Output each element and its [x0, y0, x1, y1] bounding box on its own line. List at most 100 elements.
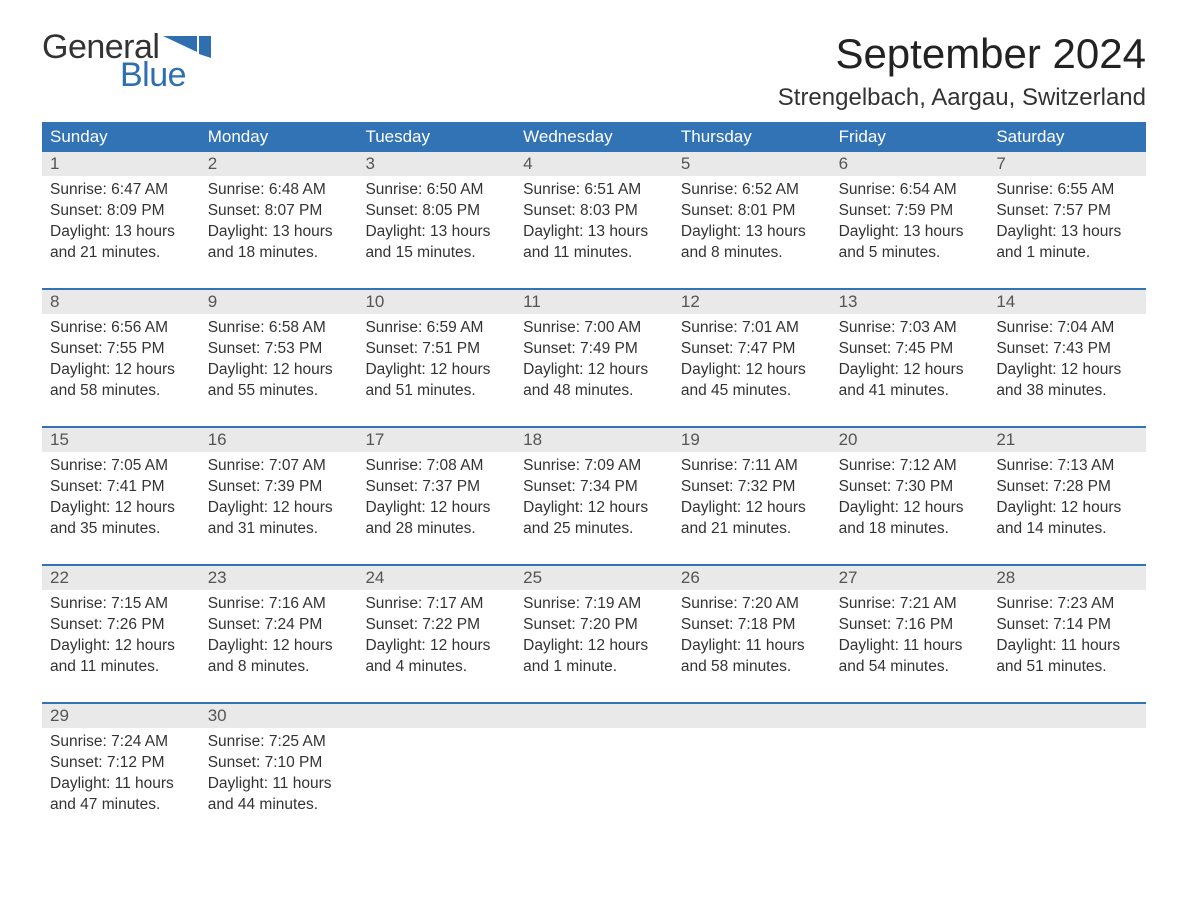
daylight-text: and 4 minutes. — [365, 657, 507, 678]
day-details: Sunrise: 7:04 AMSunset: 7:43 PMDaylight:… — [988, 314, 1146, 410]
weekday-header: Monday — [200, 122, 358, 152]
sunrise-text: Sunrise: 7:03 AM — [839, 318, 981, 339]
calendar-day-cell — [673, 704, 831, 832]
calendar-day-cell: 11 Sunrise: 7:00 AMSunset: 7:49 PMDayligh… — [515, 290, 673, 418]
daylight-text: Daylight: 13 hours — [365, 222, 507, 243]
sunrise-text: Sunrise: 6:55 AM — [996, 180, 1138, 201]
month-title: September 2024 — [778, 30, 1146, 78]
sunset-text: Sunset: 7:47 PM — [681, 339, 823, 360]
brand-line2: Blue — [120, 58, 211, 92]
day-details: Sunrise: 6:52 AMSunset: 8:01 PMDaylight:… — [673, 176, 831, 272]
calendar-day-cell: 28Sunrise: 7:23 AMSunset: 7:14 PMDayligh… — [988, 566, 1146, 694]
daylight-text: and 51 minutes. — [365, 381, 507, 402]
calendar-day-cell: 30Sunrise: 7:25 AMSunset: 7:10 PMDayligh… — [200, 704, 358, 832]
calendar-day-cell — [515, 704, 673, 832]
calendar-day-cell: 5Sunrise: 6:52 AMSunset: 8:01 PMDaylight… — [673, 152, 831, 280]
daylight-text: and 5 minutes. — [839, 243, 981, 264]
day-number: 6 — [831, 152, 989, 176]
day-number — [673, 704, 831, 728]
sunrise-text: Sunrise: 7:04 AM — [996, 318, 1138, 339]
sunset-text: Sunset: 7:32 PM — [681, 477, 823, 498]
sunrise-text: Sunrise: 6:50 AM — [365, 180, 507, 201]
sunset-text: Sunset: 7:45 PM — [839, 339, 981, 360]
calendar-day-cell: 12Sunrise: 7:01 AMSunset: 7:47 PMDayligh… — [673, 290, 831, 418]
sunrise-text: Sunrise: 6:51 AM — [523, 180, 665, 201]
day-number: 30 — [200, 704, 358, 728]
daylight-text: Daylight: 13 hours — [681, 222, 823, 243]
day-number: 25 — [515, 566, 673, 590]
daylight-text: Daylight: 12 hours — [208, 360, 350, 381]
sunset-text: Sunset: 8:07 PM — [208, 201, 350, 222]
daylight-text: and 54 minutes. — [839, 657, 981, 678]
sunrise-text: Sunrise: 7:23 AM — [996, 594, 1138, 615]
daylight-text: and 1 minute. — [996, 243, 1138, 264]
daylight-text: and 35 minutes. — [50, 519, 192, 540]
day-number: 19 — [673, 428, 831, 452]
daylight-text: Daylight: 11 hours — [208, 774, 350, 795]
calendar-day-cell: 3Sunrise: 6:50 AMSunset: 8:05 PMDaylight… — [357, 152, 515, 280]
sunrise-text: Sunrise: 6:47 AM — [50, 180, 192, 201]
brand-logo: General Blue — [42, 30, 211, 92]
day-details: Sunrise: 7:07 AMSunset: 7:39 PMDaylight:… — [200, 452, 358, 548]
day-number: 16 — [200, 428, 358, 452]
day-details — [515, 728, 673, 740]
sunrise-text: Sunrise: 7:11 AM — [681, 456, 823, 477]
sunrise-text: Sunrise: 7:07 AM — [208, 456, 350, 477]
daylight-text: Daylight: 12 hours — [996, 498, 1138, 519]
calendar-day-cell: 14Sunrise: 7:04 AMSunset: 7:43 PMDayligh… — [988, 290, 1146, 418]
sunset-text: Sunset: 8:05 PM — [365, 201, 507, 222]
calendar-day-cell: 13Sunrise: 7:03 AMSunset: 7:45 PMDayligh… — [831, 290, 989, 418]
calendar-day-cell: 17Sunrise: 7:08 AMSunset: 7:37 PMDayligh… — [357, 428, 515, 556]
calendar-day-cell: 7Sunrise: 6:55 AMSunset: 7:57 PMDaylight… — [988, 152, 1146, 280]
daylight-text: Daylight: 12 hours — [681, 360, 823, 381]
day-number: 11 — [515, 290, 673, 314]
daylight-text: and 21 minutes. — [681, 519, 823, 540]
sunrise-text: Sunrise: 7:00 AM — [523, 318, 665, 339]
weekday-header: Wednesday — [515, 122, 673, 152]
sunset-text: Sunset: 8:09 PM — [50, 201, 192, 222]
day-details: Sunrise: 7:16 AMSunset: 7:24 PMDaylight:… — [200, 590, 358, 686]
day-number: 15 — [42, 428, 200, 452]
day-number: 2 — [200, 152, 358, 176]
calendar-day-cell: 16Sunrise: 7:07 AMSunset: 7:39 PMDayligh… — [200, 428, 358, 556]
day-details: Sunrise: 7:24 AMSunset: 7:12 PMDaylight:… — [42, 728, 200, 824]
sunrise-text: Sunrise: 6:58 AM — [208, 318, 350, 339]
day-details: Sunrise: 6:56 AMSunset: 7:55 PMDaylight:… — [42, 314, 200, 410]
sunrise-text: Sunrise: 7:16 AM — [208, 594, 350, 615]
daylight-text: Daylight: 12 hours — [681, 498, 823, 519]
sunrise-text: Sunrise: 7:05 AM — [50, 456, 192, 477]
day-number: 20 — [831, 428, 989, 452]
day-number: 13 — [831, 290, 989, 314]
daylight-text: and 11 minutes. — [50, 657, 192, 678]
sunrise-text: Sunrise: 7:25 AM — [208, 732, 350, 753]
calendar-day-cell: 2Sunrise: 6:48 AMSunset: 8:07 PMDaylight… — [200, 152, 358, 280]
day-number: 29 — [42, 704, 200, 728]
title-block: September 2024 Strengelbach, Aargau, Swi… — [778, 30, 1146, 112]
sunrise-text: Sunrise: 7:17 AM — [365, 594, 507, 615]
day-details: Sunrise: 7:20 AMSunset: 7:18 PMDaylight:… — [673, 590, 831, 686]
sunset-text: Sunset: 7:49 PM — [523, 339, 665, 360]
sunset-text: Sunset: 7:51 PM — [365, 339, 507, 360]
daylight-text: Daylight: 12 hours — [523, 636, 665, 657]
daylight-text: Daylight: 13 hours — [208, 222, 350, 243]
weekday-header: Tuesday — [357, 122, 515, 152]
daylight-text: Daylight: 12 hours — [208, 498, 350, 519]
sunrise-text: Sunrise: 7:08 AM — [365, 456, 507, 477]
day-details: Sunrise: 7:05 AMSunset: 7:41 PMDaylight:… — [42, 452, 200, 548]
day-details: Sunrise: 6:55 AMSunset: 7:57 PMDaylight:… — [988, 176, 1146, 272]
sunrise-text: Sunrise: 6:54 AM — [839, 180, 981, 201]
day-details: Sunrise: 6:50 AMSunset: 8:05 PMDaylight:… — [357, 176, 515, 272]
sunset-text: Sunset: 7:59 PM — [839, 201, 981, 222]
calendar-day-cell: 21Sunrise: 7:13 AMSunset: 7:28 PMDayligh… — [988, 428, 1146, 556]
day-details: Sunrise: 7:23 AMSunset: 7:14 PMDaylight:… — [988, 590, 1146, 686]
sunrise-text: Sunrise: 7:09 AM — [523, 456, 665, 477]
daylight-text: and 15 minutes. — [365, 243, 507, 264]
day-number: 5 — [673, 152, 831, 176]
day-number: 28 — [988, 566, 1146, 590]
sunset-text: Sunset: 7:37 PM — [365, 477, 507, 498]
sunset-text: Sunset: 7:18 PM — [681, 615, 823, 636]
day-details — [673, 728, 831, 740]
daylight-text: and 55 minutes. — [208, 381, 350, 402]
daylight-text: Daylight: 12 hours — [523, 360, 665, 381]
calendar-day-cell: 23Sunrise: 7:16 AMSunset: 7:24 PMDayligh… — [200, 566, 358, 694]
